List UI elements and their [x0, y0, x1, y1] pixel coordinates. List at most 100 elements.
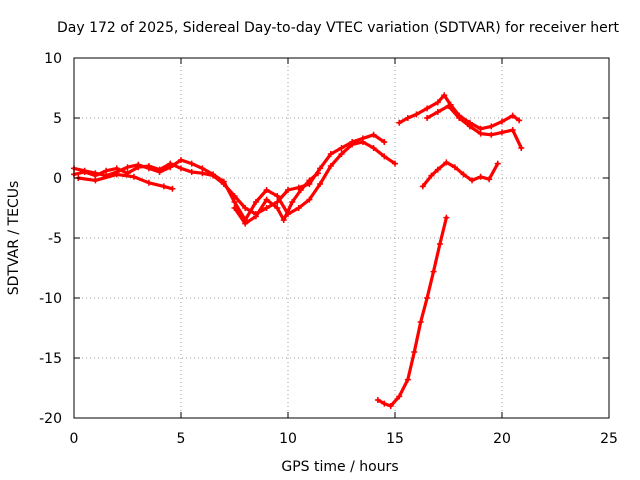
- series-track-6: [424, 103, 525, 151]
- data-point: [456, 115, 463, 121]
- data-point: [327, 151, 334, 157]
- data-point: [274, 205, 281, 211]
- data-point: [349, 141, 356, 148]
- data-point: [443, 214, 450, 221]
- data-point: [285, 187, 291, 193]
- data-point: [443, 159, 450, 166]
- data-point: [306, 196, 313, 203]
- data-point: [124, 164, 131, 171]
- data-point: [460, 171, 467, 178]
- data-point: [396, 393, 403, 400]
- data-point: [178, 157, 184, 163]
- data-point: [477, 130, 484, 137]
- data-point: [381, 153, 388, 160]
- chart-title: Day 172 of 2025, Sidereal Day-to-day VTE…: [57, 20, 619, 36]
- series-track-3: [75, 171, 176, 192]
- data-point: [434, 166, 441, 173]
- data-point: [317, 181, 324, 187]
- data-point: [263, 205, 270, 211]
- series-line: [425, 104, 523, 150]
- data-point: [359, 139, 366, 145]
- data-point: [424, 295, 431, 301]
- data-point: [231, 199, 238, 205]
- x-axis-label: GPS time / hours: [281, 459, 398, 475]
- data-point: [295, 205, 302, 211]
- data-point: [263, 196, 270, 203]
- series-line: [397, 93, 521, 131]
- data-point: [135, 161, 142, 168]
- data-point: [469, 177, 476, 184]
- data-point: [297, 187, 304, 193]
- data-point: [381, 139, 388, 145]
- x-tick-label: 15: [386, 431, 404, 447]
- data-point: [392, 160, 398, 167]
- data-point: [160, 183, 167, 190]
- data-point: [188, 160, 195, 167]
- data-point: [145, 179, 152, 186]
- series-line: [232, 171, 320, 226]
- series-track-4: [231, 170, 321, 227]
- data-point: [434, 109, 441, 115]
- data-point: [263, 187, 270, 193]
- data-point: [419, 183, 426, 190]
- data-point: [424, 105, 431, 112]
- data-point: [486, 176, 493, 183]
- x-tick-label: 10: [279, 431, 297, 447]
- series-track-8: [374, 214, 450, 409]
- y-tick-label: -20: [39, 411, 62, 427]
- y-tick-label: -15: [39, 351, 62, 367]
- y-axis-label: SDTVAR / TECUs: [6, 181, 22, 296]
- data-point: [417, 319, 424, 325]
- series-line: [376, 216, 448, 408]
- data-point: [477, 173, 484, 180]
- data-point: [92, 170, 99, 177]
- series-line: [421, 160, 500, 188]
- series-track-5: [396, 92, 523, 132]
- series-line: [76, 172, 174, 191]
- data-point: [424, 115, 431, 121]
- data-point: [488, 123, 495, 130]
- data-point: [252, 213, 259, 220]
- data-point: [381, 400, 388, 407]
- data-point: [387, 403, 394, 409]
- data-point: [436, 241, 443, 247]
- data-point: [396, 119, 403, 126]
- x-tick-label: 0: [70, 431, 79, 447]
- x-tick-label: 20: [493, 431, 511, 447]
- data-point: [327, 163, 334, 169]
- data-point: [494, 160, 501, 167]
- data-point: [178, 165, 184, 172]
- y-tick-label: -10: [39, 291, 62, 307]
- series-track-7: [419, 159, 501, 190]
- data-point: [242, 205, 249, 211]
- data-point: [374, 397, 381, 403]
- data-point: [370, 131, 377, 138]
- data-point: [145, 165, 152, 172]
- data-point: [274, 193, 281, 199]
- x-tick-label: 25: [600, 431, 618, 447]
- data-point: [509, 112, 516, 119]
- y-tick-label: 0: [53, 171, 62, 187]
- data-point: [167, 164, 174, 171]
- data-point: [499, 118, 505, 125]
- data-point: [518, 145, 525, 151]
- data-point: [430, 268, 437, 275]
- data-point: [338, 151, 345, 157]
- axes-ticks: [73, 57, 610, 419]
- data-point: [317, 165, 324, 172]
- data-point: [411, 349, 418, 355]
- y-tick-label: 10: [44, 51, 62, 67]
- data-point: [210, 171, 217, 178]
- y-tick-label: -5: [48, 231, 62, 247]
- data-point: [404, 115, 411, 121]
- data-point: [92, 177, 99, 184]
- data-point: [404, 376, 411, 383]
- data-point: [81, 167, 88, 174]
- data-point: [488, 131, 495, 138]
- data-point: [499, 129, 505, 136]
- data-point: [220, 178, 227, 185]
- data-point: [188, 169, 195, 175]
- data-point: [306, 177, 313, 184]
- data-point: [428, 172, 435, 179]
